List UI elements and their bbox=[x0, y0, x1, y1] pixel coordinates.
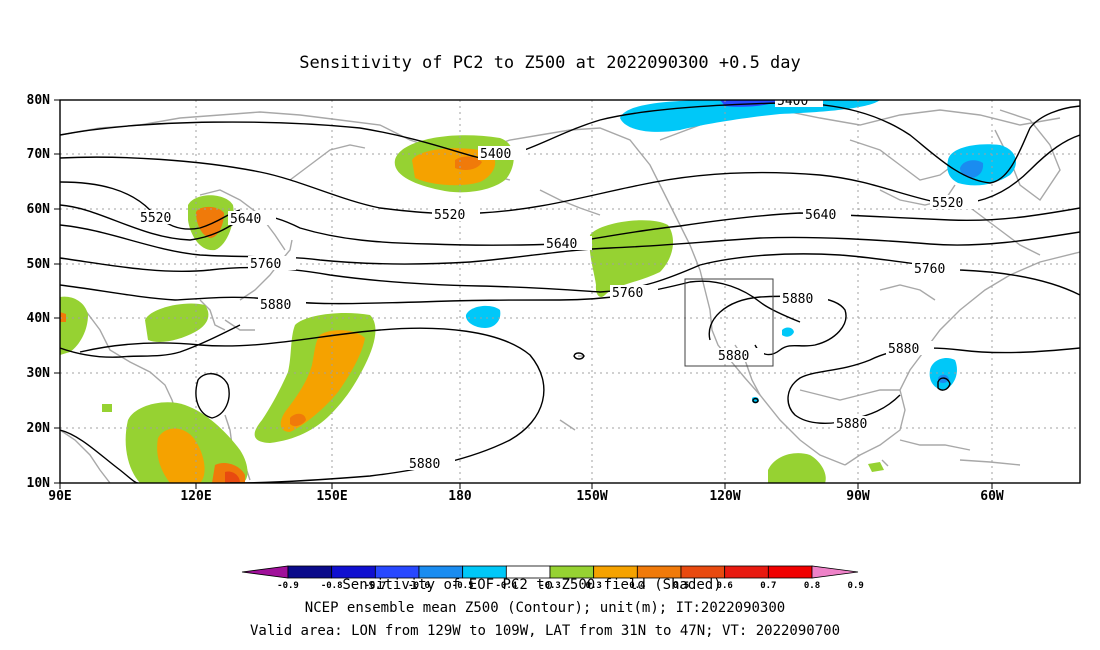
contour-label-5760-b: 5760 bbox=[612, 286, 643, 301]
colorbar-label: -0.4 bbox=[495, 581, 517, 591]
lat-label: 40N bbox=[27, 311, 51, 326]
plot-frame bbox=[59, 99, 1081, 484]
lon-label: 90E bbox=[48, 489, 71, 504]
colorbar-swatch bbox=[811, 565, 859, 579]
contour-label-5400-b: 5400 bbox=[777, 94, 808, 109]
colorbar-label: -0.6 bbox=[408, 581, 430, 591]
colorbar-label: -0.8 bbox=[321, 581, 343, 591]
colorbar-label: -0.9 bbox=[277, 581, 299, 591]
colorbar-label: 0.6 bbox=[717, 581, 733, 591]
colorbar-swatch bbox=[767, 565, 813, 579]
contour-label-5880-e: 5880 bbox=[836, 417, 867, 432]
colorbar-label: -0.7 bbox=[364, 581, 386, 591]
contour-label-5640-b: 5640 bbox=[546, 237, 577, 252]
lat-label: 60N bbox=[27, 202, 51, 217]
contour-5880-f bbox=[708, 295, 847, 356]
caption-valid-area: Valid area: LON from 129W to 109W, LAT f… bbox=[250, 623, 840, 639]
contour-5880-h bbox=[937, 377, 951, 391]
valid-area-box bbox=[684, 278, 774, 367]
lat-label: 20N bbox=[27, 421, 51, 436]
contour-label-5640-c: 5640 bbox=[805, 208, 836, 223]
contour-label-5880-c: 5880 bbox=[718, 349, 749, 364]
lon-axis: 90E 120E 150E 180 150W 120W 90W 60W bbox=[48, 489, 1004, 504]
colorbar-label: 0.8 bbox=[804, 581, 820, 591]
lat-label: 80N bbox=[27, 93, 51, 108]
contour-5880-i bbox=[573, 352, 585, 360]
colorbar-label: 0.4 bbox=[629, 581, 646, 591]
lat-label: 50N bbox=[27, 257, 51, 272]
contour-label-5760-c: 5760 bbox=[914, 262, 945, 277]
colorbar-label: -0.5 bbox=[452, 581, 474, 591]
contour-5640-b bbox=[60, 224, 1080, 265]
lon-label: 60W bbox=[980, 489, 1004, 504]
colorbar-label: 0.3 bbox=[586, 581, 602, 591]
colorbar: -0.9 -0.8 -0.7 -0.6 -0.5 -0.4 -0.3 0.3 0.4 0.5 0.6… bbox=[241, 565, 864, 591]
contour-5400-a bbox=[60, 102, 1080, 184]
colorbar-label: 0.9 bbox=[848, 581, 864, 591]
lat-label: 70N bbox=[27, 147, 51, 162]
lat-label: 30N bbox=[27, 366, 51, 381]
colorbar-label: 0.7 bbox=[760, 581, 776, 591]
lon-label: 180 bbox=[448, 489, 472, 504]
lon-label: 150W bbox=[576, 489, 607, 504]
colorbar-swatch bbox=[724, 565, 769, 579]
plot-area: 5400 5400 5520 5520 5520 5640 5640 5640 … bbox=[60, 94, 1080, 483]
colorbar-swatch bbox=[287, 565, 333, 579]
contour-label-5640-a: 5640 bbox=[230, 212, 261, 227]
figure-title: Sensitivity of PC2 to Z500 at 2022090300… bbox=[299, 53, 801, 73]
contour-label-5880-d: 5880 bbox=[888, 342, 919, 357]
contour-5880-a bbox=[60, 280, 801, 323]
lon-label: 120W bbox=[709, 489, 740, 504]
contour-5640-a bbox=[60, 204, 1080, 246]
contour-label-5880-b: 5880 bbox=[782, 292, 813, 307]
contour-label-5880-f: 5880 bbox=[409, 457, 440, 472]
contour-labels: 5400 5400 5520 5520 5520 5640 5640 5640 … bbox=[138, 94, 978, 472]
contour-label-5520-a: 5520 bbox=[140, 211, 171, 226]
contour-5880-j bbox=[752, 397, 759, 404]
lon-label: 90W bbox=[846, 489, 870, 504]
caption-shading: Sensitivity of EOF PC2 to Z500 field (Sh… bbox=[342, 577, 721, 593]
colorbar-swatch bbox=[241, 565, 289, 579]
contour-5880-e bbox=[195, 373, 230, 419]
lon-label: 150E bbox=[316, 489, 347, 504]
contour-label-5880-a: 5880 bbox=[260, 298, 291, 313]
lon-label: 120E bbox=[180, 489, 211, 504]
contour-label-5760-a: 5760 bbox=[250, 257, 281, 272]
caption-contour: NCEP ensemble mean Z500 (Contour); unit(… bbox=[305, 600, 785, 616]
contour-5880-d bbox=[60, 429, 139, 483]
contour-5880-c bbox=[79, 327, 545, 483]
contour-5880-b bbox=[60, 324, 241, 358]
colorbar-label: -0.3 bbox=[539, 581, 561, 591]
contour-label-5400-a: 5400 bbox=[480, 147, 511, 162]
contour-label-5520-b: 5520 bbox=[434, 208, 465, 223]
contour-label-5520-c: 5520 bbox=[932, 196, 963, 211]
lat-axis: 80N 70N 60N 50N 40N 30N 20N 10N bbox=[27, 93, 51, 491]
lat-label: 10N bbox=[27, 476, 51, 491]
tick-marks bbox=[54, 99, 993, 489]
colorbar-label: 0.5 bbox=[673, 581, 689, 591]
